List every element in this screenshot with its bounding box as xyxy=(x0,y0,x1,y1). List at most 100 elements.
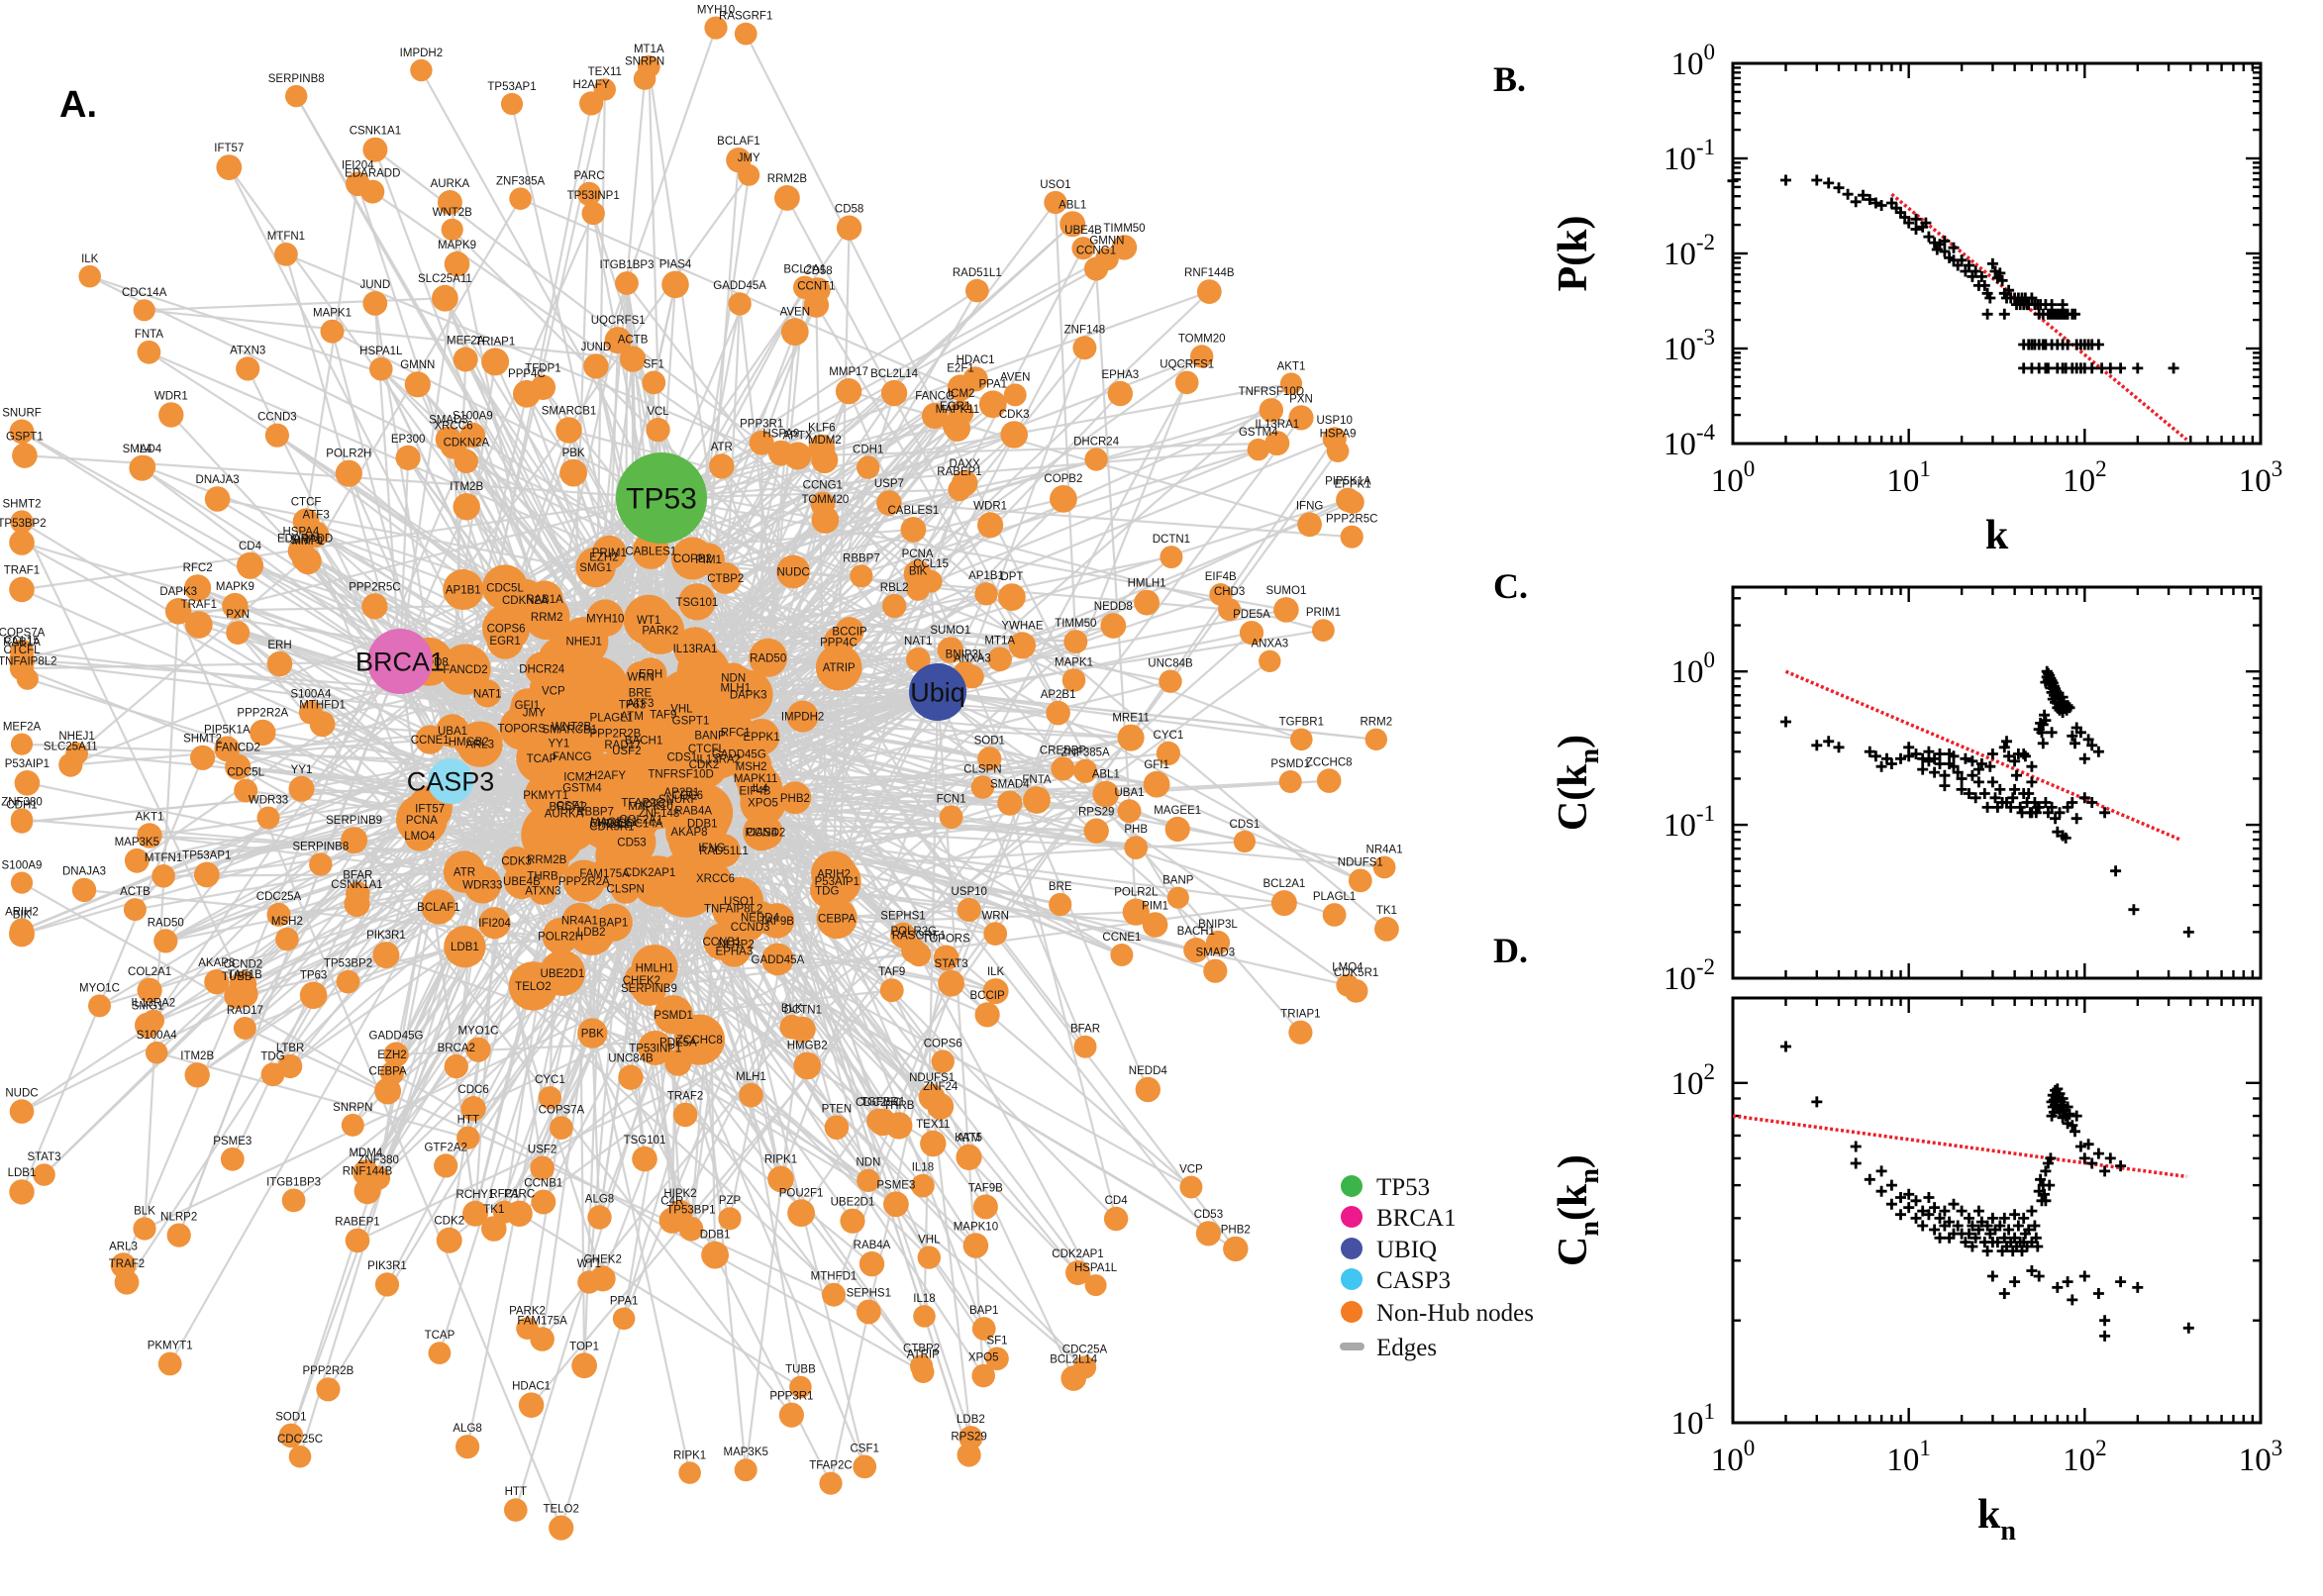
network-node-label: AURKA xyxy=(431,178,470,190)
network-node xyxy=(734,1458,758,1482)
network-node-label: UBA1 xyxy=(438,726,467,738)
network-node-label: TGFBR1 xyxy=(1279,717,1324,729)
network-node xyxy=(278,1423,304,1448)
network-node xyxy=(1340,525,1364,549)
network-node-label: CTCF xyxy=(291,496,322,508)
scatter-point xyxy=(1885,1179,1897,1191)
scatter-point xyxy=(1917,763,1929,775)
network-node-label: CDK3 xyxy=(501,856,532,868)
network-node-label: SMAD4 xyxy=(123,444,162,455)
network-node-label: H2AFY xyxy=(589,770,626,782)
network-node xyxy=(14,770,41,796)
network-node xyxy=(410,58,433,82)
network-node-label: MAPK11 xyxy=(936,404,980,416)
scatter-point xyxy=(1910,1212,1922,1224)
network-node xyxy=(264,423,289,448)
network-node-label: DNAJA3 xyxy=(196,474,240,486)
scatter-point xyxy=(2082,1139,2094,1150)
network-node xyxy=(789,1375,812,1399)
network-node xyxy=(1205,930,1231,955)
network-node-label: BLK xyxy=(134,1205,155,1217)
network-node-label: NEDD4 xyxy=(741,912,780,924)
network-node-label: MAGEE1 xyxy=(1154,805,1201,817)
network-node-label: RABEP1 xyxy=(335,1217,379,1229)
network-node-label: GSTM4 xyxy=(1239,427,1278,439)
network-node-label: SERPINB9 xyxy=(621,983,677,995)
network-node-label: RPS29 xyxy=(951,1431,986,1443)
scatter-point xyxy=(1923,755,1935,767)
network-node xyxy=(133,1217,156,1241)
network-node xyxy=(858,1250,885,1277)
scatter-point xyxy=(1998,742,2010,753)
network-node-label: HSPA9 xyxy=(762,429,799,441)
scatter-point xyxy=(1986,776,1998,788)
scatter-point xyxy=(1864,746,1875,757)
scatter-point xyxy=(2003,284,2015,296)
scatter-point xyxy=(1996,274,2008,286)
scatter-point xyxy=(2019,750,2031,762)
network-node-label: SF1 xyxy=(644,359,664,371)
network-node xyxy=(577,1018,608,1048)
network-node-label: TK1 xyxy=(483,1204,504,1216)
network-node-label: AP2B1 xyxy=(1041,689,1076,701)
network-node-label: WNT2B xyxy=(433,207,473,219)
network-node-label: CDKN2A xyxy=(444,438,490,449)
scatter-point xyxy=(2070,813,2082,825)
network-node-label: ERH xyxy=(639,669,662,681)
network-node-label: ACTB xyxy=(120,886,151,898)
fit-line xyxy=(1732,1114,2187,1179)
network-node xyxy=(524,837,569,882)
network-node-label: CDC25C xyxy=(856,1097,901,1109)
network-node-label: CCNE1 xyxy=(411,735,450,747)
network-node-label: SMARCB1 xyxy=(542,405,597,417)
network-node xyxy=(1322,903,1347,927)
network-node xyxy=(508,961,558,1011)
scatter-point xyxy=(1981,1220,1993,1232)
scatter-point xyxy=(1970,265,1981,277)
scatter-point xyxy=(1964,1228,1974,1240)
network-node xyxy=(444,926,486,968)
network-node xyxy=(1348,868,1372,893)
scatter-point xyxy=(2062,1101,2073,1113)
network-node-label: TCAP xyxy=(527,753,557,765)
network-node xyxy=(1051,756,1075,781)
scatter-point xyxy=(1978,279,1990,291)
network-node xyxy=(380,1061,404,1085)
network-node xyxy=(835,378,862,405)
network-node-label: MDM2 xyxy=(808,435,842,447)
scatter-point xyxy=(2005,801,2017,813)
network-node-label: MAPK1 xyxy=(313,308,352,320)
scatter-point xyxy=(1939,780,1951,792)
network-node-label: MAPK10 xyxy=(954,1221,998,1233)
network-node-label: IMPDH2 xyxy=(400,48,443,59)
scatter-point xyxy=(1895,1192,1906,1203)
scatter-point xyxy=(2064,702,2075,714)
network-node-label: AP1B1 xyxy=(968,570,1004,582)
network-node xyxy=(822,1282,846,1307)
x-tick-label: 102 xyxy=(2063,456,2107,499)
network-node-label: CDC25A xyxy=(1062,1344,1108,1355)
network-node-label: HSPA9 xyxy=(1320,428,1357,440)
network-node-label: UBE2D1 xyxy=(541,968,585,980)
network-node-label: CDK5R1 xyxy=(1334,967,1378,979)
scatter-point xyxy=(1939,236,1951,247)
network-node xyxy=(361,593,388,620)
network-node-label: VHL xyxy=(670,704,693,716)
network-node-label: TK1 xyxy=(1376,905,1397,917)
network-node xyxy=(229,970,257,999)
network-node-label: ATF3 xyxy=(302,509,329,521)
scatter-point xyxy=(2082,734,2094,746)
network-node-label: ILK xyxy=(987,966,1005,978)
network-node xyxy=(9,639,35,663)
network-node-label: USP10 xyxy=(951,886,986,898)
network-node-label: MMP1 xyxy=(291,536,324,548)
network-node xyxy=(610,873,641,904)
network-node xyxy=(383,1042,409,1067)
network-node xyxy=(678,1461,701,1484)
network-node-label: GADD45A xyxy=(713,280,766,292)
network-node-label: EPPK1 xyxy=(1335,479,1371,491)
network-node-label: CDH1 xyxy=(853,445,883,456)
network-panel: USF2 ICM2 CDC6 COPS6 BCCIP CCNB1 CDK3 CCND2 WDR3… xyxy=(0,5,1403,1541)
network-node xyxy=(492,1200,516,1224)
network-node-label: PIP5K1A xyxy=(204,724,251,736)
